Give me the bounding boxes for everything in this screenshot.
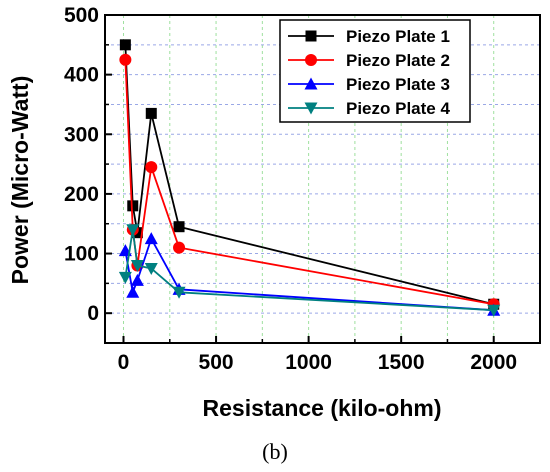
- legend-label: Piezo Plate 2: [346, 51, 450, 70]
- legend-marker: [305, 30, 317, 42]
- series-line-2: [124, 59, 494, 306]
- y-tick-label: 500: [64, 4, 99, 27]
- data-point: [145, 161, 158, 174]
- data-point: [145, 107, 157, 119]
- data-point: [130, 273, 144, 286]
- x-tick-label: 2000: [470, 351, 517, 374]
- y-tick-label: 100: [64, 243, 99, 266]
- legend-label: Piezo Plate 1: [346, 27, 450, 46]
- series-layer: [118, 39, 501, 317]
- y-tick-label: 0: [87, 302, 99, 325]
- x-tick-label: 1000: [285, 351, 332, 374]
- legend-label: Piezo Plate 4: [346, 99, 450, 118]
- legend: Piezo Plate 1 Piezo Plate 2 Piezo Plate 3 P…: [279, 19, 471, 123]
- data-point: [130, 259, 144, 272]
- x-tick-label: 500: [199, 351, 234, 374]
- data-point: [126, 285, 140, 298]
- data-point: [173, 221, 185, 233]
- legend-marker: [304, 77, 318, 90]
- data-point: [119, 53, 132, 66]
- legend-label: Piezo Plate 3: [346, 75, 450, 94]
- data-point: [172, 286, 186, 299]
- x-axis-title: Resistance (kilo-ohm): [203, 395, 442, 421]
- legend-marker: [304, 102, 318, 115]
- plot-frame: [104, 14, 541, 344]
- axis-ticks: 0 500 1000 1500 2000 0 100 200 300 400 500: [64, 4, 517, 374]
- x-tick-label: 1500: [378, 351, 425, 374]
- data-point: [126, 224, 140, 237]
- legend-marker: [305, 54, 317, 66]
- series-line-1: [124, 44, 494, 306]
- y-tick-label: 400: [64, 64, 99, 87]
- figure-caption: (b): [262, 439, 288, 464]
- y-tick-label: 300: [64, 123, 99, 146]
- data-point: [119, 39, 131, 51]
- y-tick-label: 200: [64, 183, 99, 206]
- data-point: [487, 304, 501, 317]
- x-tick-label: 0: [118, 351, 130, 374]
- y-axis-title: Power (Micro-Watt): [7, 76, 33, 285]
- data-point: [144, 262, 158, 275]
- data-point: [118, 271, 132, 284]
- series-line-4: [124, 229, 494, 312]
- data-point: [144, 232, 158, 245]
- data-point: [173, 241, 186, 254]
- series-4: [118, 224, 501, 317]
- data-point: [127, 200, 139, 212]
